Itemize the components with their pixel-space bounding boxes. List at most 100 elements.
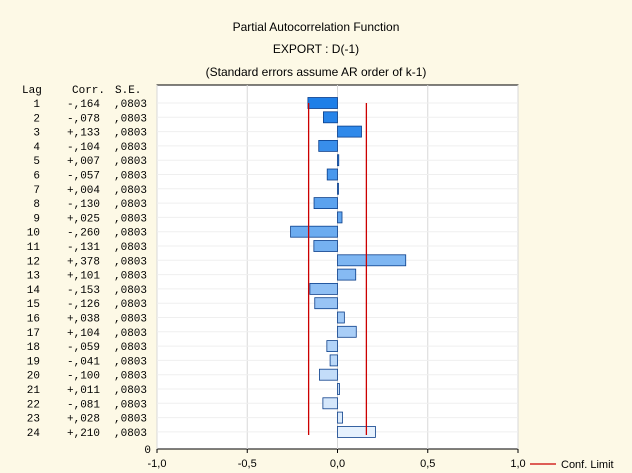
lag-label: 16 — [27, 314, 40, 326]
pacf-bar — [323, 111, 338, 124]
pacf-bar — [318, 139, 338, 152]
lag-label: 9 — [33, 213, 40, 225]
pacf-bar — [337, 154, 340, 167]
se-label: ,0803 — [114, 414, 147, 426]
lag-label: 12 — [27, 256, 40, 268]
corr-label: +,028 — [67, 414, 100, 426]
se-label: ,0803 — [114, 256, 147, 268]
pacf-bar — [326, 340, 338, 353]
corr-label: +,104 — [67, 328, 100, 340]
corr-label: -,153 — [67, 285, 100, 297]
corr-label: -,130 — [67, 199, 100, 211]
x-tick-label: -0,5 — [238, 458, 257, 470]
se-label: ,0803 — [114, 199, 147, 211]
corr-label: +,133 — [67, 128, 100, 140]
se-label: ,0803 — [114, 285, 147, 297]
se-label: ,0803 — [114, 185, 147, 197]
corr-label: -,126 — [67, 299, 100, 311]
pacf-bar — [319, 368, 338, 381]
se-label: ,0803 — [114, 342, 147, 354]
pacf-bar — [337, 411, 343, 424]
se-label: ,0803 — [114, 356, 147, 368]
se-label: ,0803 — [114, 171, 147, 183]
pacf-bar — [337, 383, 340, 395]
corr-label: +,210 — [67, 428, 100, 440]
corr-label: -,100 — [67, 371, 100, 383]
corr-label: -,131 — [67, 242, 100, 254]
pacf-bar — [309, 282, 338, 295]
lag-label: 19 — [27, 356, 40, 368]
se-label: ,0803 — [114, 371, 147, 383]
pacf-bar — [337, 211, 343, 224]
lag-label: 22 — [27, 399, 40, 411]
se-label: ,0803 — [114, 328, 147, 340]
corr-header: Corr. — [72, 85, 105, 97]
legend-label: Conf. Limit — [561, 459, 614, 471]
se-label: ,0803 — [114, 299, 147, 311]
lag-label: 14 — [27, 285, 41, 297]
se-label: ,0803 — [114, 156, 147, 168]
lag-label: 23 — [27, 414, 40, 426]
pacf-bar — [290, 225, 338, 238]
lag-label: 5 — [33, 156, 40, 168]
pacf-bar — [313, 197, 338, 210]
pacf-bar — [307, 97, 338, 109]
se-label: ,0803 — [114, 399, 147, 411]
lag-label: 1 — [33, 99, 40, 111]
pacf-bar — [329, 354, 338, 367]
corr-label: +,011 — [67, 385, 100, 397]
lag-label: 13 — [27, 271, 40, 283]
se-label: ,0803 — [114, 142, 147, 154]
lag-label: 24 — [27, 428, 41, 440]
corr-label: -,260 — [67, 228, 100, 240]
chart-note: (Standard errors assume AR order of k-1) — [205, 65, 427, 79]
se-label: ,0803 — [114, 385, 147, 397]
corr-label: -,078 — [67, 113, 100, 125]
se-label: ,0803 — [114, 314, 147, 326]
lag-label: 17 — [27, 328, 40, 340]
lag-label: 10 — [27, 228, 40, 240]
pacf-bar — [337, 268, 357, 281]
se-label: ,0803 — [114, 128, 147, 140]
lag-label: 11 — [27, 242, 41, 254]
se-header: S.E. — [115, 85, 141, 97]
chart-title: Partial Autocorrelation Function — [232, 20, 400, 34]
pacf-bar — [337, 125, 362, 138]
lag-label: 7 — [33, 185, 40, 197]
corr-label: +,004 — [67, 185, 100, 197]
se-label: ,0803 — [114, 428, 147, 440]
corr-label: +,101 — [67, 271, 100, 283]
x-tick-label: 0,5 — [420, 458, 435, 470]
chart-subtitle: EXPORT : D(-1) — [272, 42, 360, 56]
x-tick-label: 0,0 — [330, 458, 345, 470]
corr-label: -,057 — [67, 171, 100, 183]
lag-label: 8 — [33, 199, 40, 211]
se-label: ,0803 — [114, 271, 147, 283]
pacf-bar — [337, 311, 345, 324]
lag-label: 6 — [33, 171, 40, 183]
se-label: ,0803 — [114, 113, 147, 125]
pacf-bar — [326, 168, 338, 181]
corr-label: -,059 — [67, 342, 100, 354]
pacf-bar — [337, 325, 357, 338]
se-label: ,0803 — [114, 99, 147, 111]
corr-label: +,378 — [67, 256, 100, 268]
pacf-bar — [314, 297, 338, 310]
lag-label: 18 — [27, 342, 40, 354]
lag-header: Lag — [22, 85, 42, 97]
lag-label: 15 — [27, 299, 40, 311]
corr-label: -,104 — [67, 142, 100, 154]
corr-label: -,041 — [67, 356, 100, 368]
pacf-bar — [337, 425, 376, 438]
x-tick-label: -1,0 — [148, 458, 167, 470]
pacf-bar — [337, 182, 339, 195]
corr-label: +,038 — [67, 314, 100, 326]
pacf-bar — [313, 240, 338, 252]
se-label: ,0803 — [114, 213, 147, 225]
corr-label: -,081 — [67, 399, 100, 411]
lag-label: 20 — [27, 371, 40, 383]
pacf-bar — [322, 397, 338, 410]
corr-label: -,164 — [67, 99, 100, 111]
lag-label: 2 — [33, 113, 40, 125]
